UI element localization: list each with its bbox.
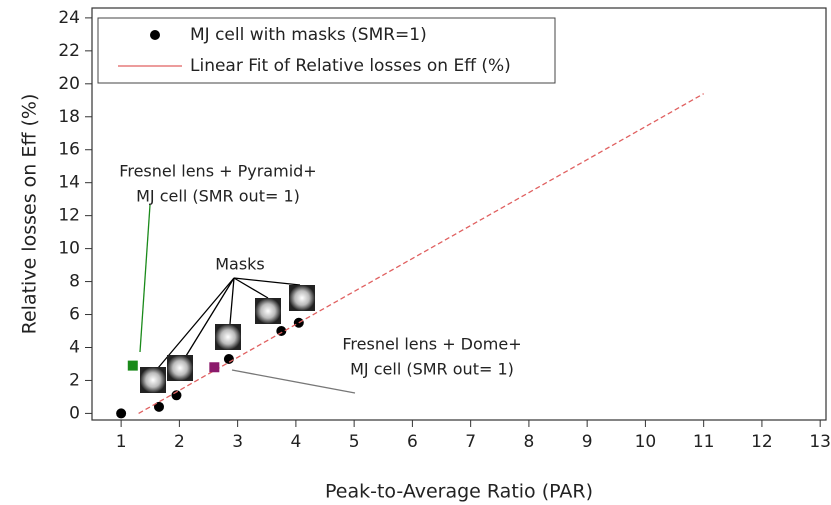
y-tick-label: 24 <box>58 8 80 28</box>
dome-label: MJ cell (SMR out= 1) <box>350 360 514 379</box>
pyramid-arrow <box>140 205 150 352</box>
y-tick-label: 18 <box>58 107 80 127</box>
y-axis-title: Relative losses on Eff (%) <box>19 94 41 335</box>
chart: MJ cell with masks (SMR=1) Linear Fit of… <box>0 0 831 505</box>
x-tick-label: 1 <box>116 432 127 452</box>
y-tick-label: 12 <box>58 206 80 226</box>
x-tick-label: 7 <box>465 432 476 452</box>
legend-label: Linear Fit of Relative losses on Eff (%) <box>190 56 511 76</box>
y-tick-label: 0 <box>69 403 80 423</box>
y-tick-label: 2 <box>69 370 80 390</box>
x-tick-label: 9 <box>582 432 593 452</box>
y-tick-label: 16 <box>58 140 80 160</box>
x-tick-label: 11 <box>693 432 715 452</box>
y-tick-label: 14 <box>58 173 80 193</box>
mask-images <box>140 285 315 393</box>
y-tick-label: 10 <box>58 239 80 259</box>
x-tick-label: 2 <box>174 432 185 452</box>
x-tick-label: 5 <box>349 432 360 452</box>
dome-arrow <box>232 370 355 393</box>
x-tick-label: 3 <box>232 432 243 452</box>
pyramid-label: Fresnel lens + Pyramid+ <box>119 162 316 181</box>
y-tick-label: 6 <box>69 305 80 325</box>
y-tick-label: 22 <box>58 41 80 61</box>
x-tick-label: 10 <box>635 432 657 452</box>
dome-label: Fresnel lens + Dome+ <box>342 335 521 354</box>
x-tick-label: 12 <box>751 432 773 452</box>
x-tick-label: 6 <box>407 432 418 452</box>
legend-label: MJ cell with masks (SMR=1) <box>190 25 427 45</box>
legend-marker <box>150 30 160 40</box>
point <box>224 354 234 364</box>
y-tick-label: 20 <box>58 74 80 94</box>
pyramid-label: MJ cell (SMR out= 1) <box>136 187 300 206</box>
annotation-marker <box>128 361 138 371</box>
y-tick-label: 4 <box>69 337 80 357</box>
x-tick-label: 8 <box>523 432 534 452</box>
x-tick-label: 13 <box>809 432 831 452</box>
point <box>116 408 126 418</box>
x-tick-label: 4 <box>290 432 301 452</box>
x-axis-title: Peak-to-Average Ratio (PAR) <box>325 481 593 503</box>
masks-label: Masks <box>215 255 265 274</box>
y-tick-label: 8 <box>69 272 80 292</box>
annotation-marker <box>209 362 219 372</box>
